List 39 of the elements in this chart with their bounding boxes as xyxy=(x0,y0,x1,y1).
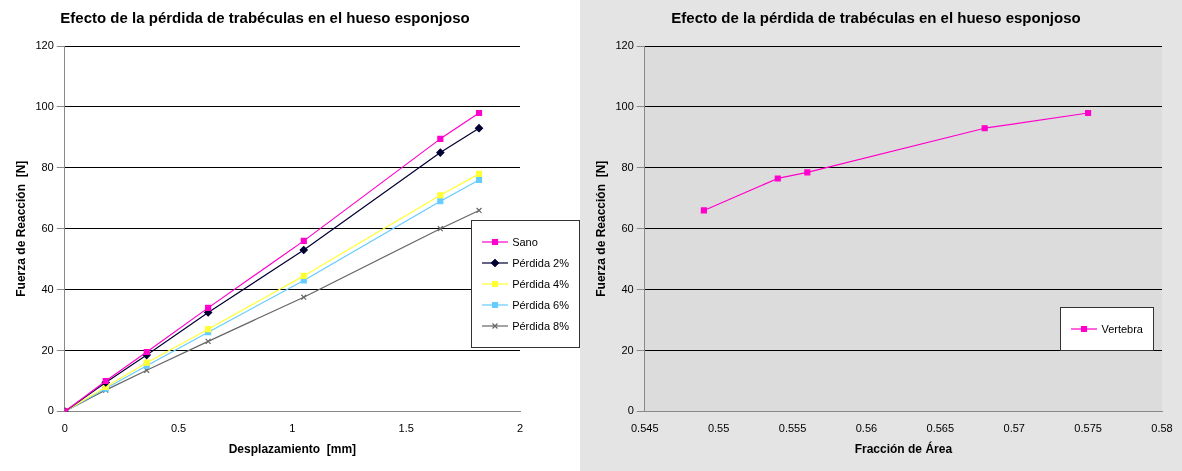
y-tick-label: 100 xyxy=(615,99,634,112)
legend-label: Pérdida 2% xyxy=(512,257,569,269)
y-tick-label: 120 xyxy=(35,39,54,52)
legend-label: Pérdida 6% xyxy=(512,299,569,311)
legend-label: Pérdida 8% xyxy=(512,320,569,332)
legend-label: Sano xyxy=(512,236,538,248)
x-tick-label: 0.565 xyxy=(926,422,955,435)
y-tick-label: 60 xyxy=(41,221,54,234)
y-tick-label: 0 xyxy=(627,404,634,417)
y-tick-label: 60 xyxy=(621,221,634,234)
x-tick-label: 0.56 xyxy=(855,422,878,435)
x-tick-label: 0.55 xyxy=(707,422,730,435)
x-axis-title: Desplazamiento [mm] xyxy=(228,442,357,457)
y-tick-label: 80 xyxy=(41,160,54,173)
x-tick-label: 0 xyxy=(61,422,68,435)
y-tick-label: 0 xyxy=(47,404,54,417)
x-axis-title: Fracción de Área xyxy=(854,441,953,457)
x-tick-label: 0.575 xyxy=(1074,422,1102,435)
y-tick-label: 40 xyxy=(621,282,634,295)
x-tick-label: 1 xyxy=(289,422,296,435)
chart-title: Efecto de la pérdida de trabéculas en el hueso esponjoso xyxy=(671,9,1081,27)
y-tick-label: 80 xyxy=(621,160,634,173)
x-tick-label: 0.555 xyxy=(778,422,807,435)
x-tick-label: 0.545 xyxy=(630,422,659,435)
legend-label: Pérdida 4% xyxy=(512,278,569,290)
y-tick-label: 40 xyxy=(41,282,54,295)
legend-label: Vertebra xyxy=(1101,323,1143,335)
chart-title: Efecto de la pérdida de trabéculas en el hueso esponjoso xyxy=(60,9,470,27)
x-tick-label: 0.5 xyxy=(170,422,187,435)
y-tick-label: 100 xyxy=(35,99,54,112)
y-tick-label: 20 xyxy=(41,343,54,356)
y-axis-title: Fuerza de Reacción [N] xyxy=(13,160,28,297)
x-tick-label: 0.58 xyxy=(1151,422,1173,435)
x-tick-label: 2 xyxy=(516,422,524,435)
y-tick-label: 120 xyxy=(615,39,634,52)
y-axis-title: Fuerza de Reacción [N] xyxy=(593,160,608,297)
x-tick-label: 1.5 xyxy=(398,422,414,435)
y-tick-label: 20 xyxy=(621,343,634,356)
x-tick-label: 0.57 xyxy=(1003,422,1025,435)
